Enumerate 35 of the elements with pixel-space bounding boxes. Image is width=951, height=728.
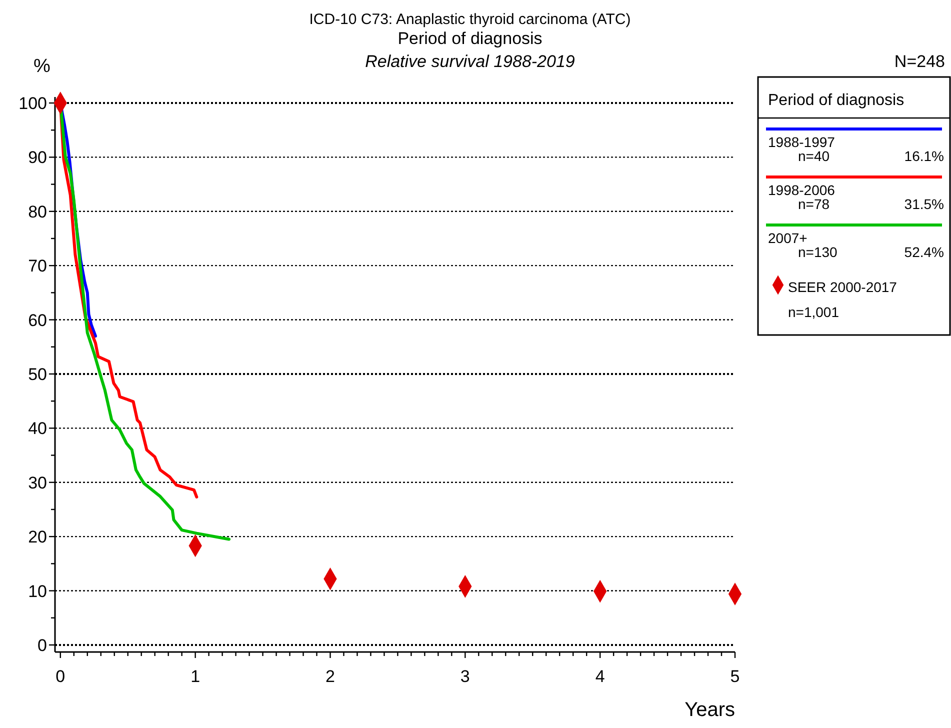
text: 1988-1997	[768, 134, 836, 150]
legend-title: Period of diagnosis	[768, 92, 904, 109]
text: 16.1%	[904, 148, 944, 164]
text: n=130	[798, 244, 838, 260]
y-tick-label: 0	[38, 636, 47, 655]
legend-label: SEER 2000-2017	[788, 279, 898, 295]
x-tick-label: 5	[730, 667, 740, 686]
y-tick-label: 100	[18, 94, 47, 113]
x-tick-label: 1	[190, 667, 200, 686]
chart-title: ICD-10 C73: Anaplastic thyroid carcinoma (ATC)	[309, 11, 631, 28]
y-tick-label: 90	[28, 148, 47, 168]
text: 52.4%	[904, 244, 944, 260]
text: N=248	[894, 52, 945, 71]
x-tick-label: 4	[595, 667, 605, 686]
y-axis-title: %	[34, 56, 51, 77]
text: Relative survival 1988-2019	[365, 52, 576, 71]
chart-subtitle: Period of diagnosis	[398, 29, 542, 48]
y-tick-label: 20	[28, 528, 47, 547]
y-tick-label: 50	[28, 364, 47, 384]
y-tick-label: 40	[28, 419, 47, 438]
y-tick-label: 10	[28, 582, 47, 601]
x-axis-title: Years	[684, 699, 735, 721]
text: 2007+	[768, 230, 808, 246]
text: n=1,001	[788, 304, 840, 320]
y-tick-label: 80	[28, 202, 47, 222]
x-tick-label: 2	[326, 667, 335, 686]
text: n=78	[798, 196, 830, 212]
text: n=40	[798, 148, 830, 164]
text: 1998-2006	[768, 182, 836, 198]
x-tick-label: 3	[460, 667, 470, 686]
text: 31.5%	[904, 196, 944, 212]
y-tick-label: 70	[28, 256, 47, 276]
x-tick-label: 0	[56, 667, 66, 686]
y-tick-label: 60	[28, 310, 47, 330]
y-tick-label: 30	[28, 473, 47, 492]
